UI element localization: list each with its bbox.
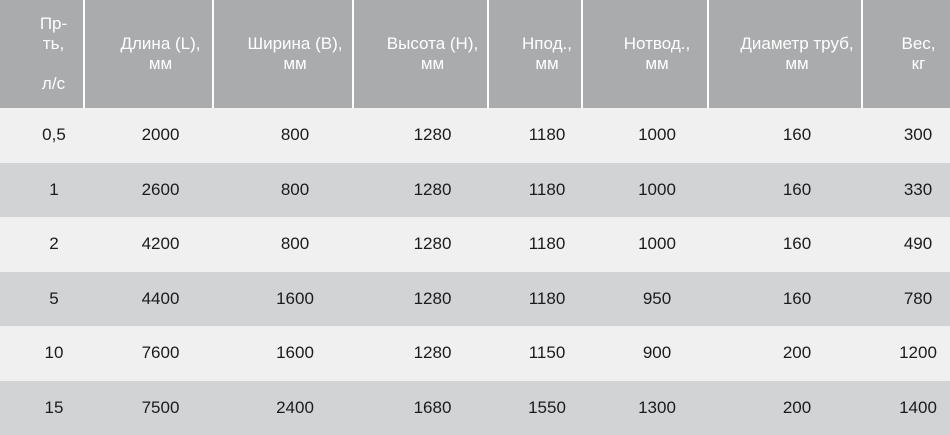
table-cell: 800 <box>280 179 310 199</box>
table-cell: 780 <box>903 288 933 308</box>
table-row: 5 4400 1600 1280 1180 950 160 780 <box>0 271 950 326</box>
table-cell: 1280 <box>413 343 452 363</box>
table-cell: 160 <box>782 179 812 199</box>
table-cell: 800 <box>280 125 310 145</box>
column-header-5: Нотвод., мм <box>581 0 708 108</box>
table-cell: 1180 <box>528 234 566 254</box>
table-cell: 1280 <box>413 288 452 308</box>
table-row: 2 4200 800 1280 1180 1000 160 490 <box>0 217 950 272</box>
table-row: 0,5 2000 800 1280 1180 1000 160 300 <box>0 108 950 163</box>
table-cell: 2600 <box>141 179 180 199</box>
table-cell: 490 <box>903 234 933 254</box>
table-row: 1 2600 800 1280 1180 1000 160 330 <box>0 162 950 217</box>
table-cell: 1680 <box>413 397 452 417</box>
table-cell: 4400 <box>141 288 180 308</box>
table-cell: 1280 <box>413 125 452 145</box>
table-cell: 1300 <box>638 397 676 417</box>
table-cell: 330 <box>903 179 933 199</box>
column-header-6: Диаметр труб, мм <box>707 0 862 108</box>
table-cell: 1180 <box>528 125 566 145</box>
table-cell: 1150 <box>528 343 566 363</box>
table-cell: 4200 <box>141 234 180 254</box>
table-cell: 1550 <box>528 397 566 417</box>
table-row: 15 7500 2400 1680 1550 1300 200 1400 <box>0 380 950 435</box>
table-cell: 1180 <box>528 179 566 199</box>
table-cell: 950 <box>642 288 672 308</box>
table-cell: 1280 <box>413 234 452 254</box>
table-cell: 900 <box>642 343 672 363</box>
table-cell: 2 <box>49 234 59 254</box>
column-header-0: Пр- ть, л/с <box>0 0 84 108</box>
table-cell: 1400 <box>899 397 937 417</box>
table-cell: 200 <box>782 343 812 363</box>
table-cell: 15 <box>44 397 64 417</box>
column-header-2: Ширина (B), мм <box>212 0 353 108</box>
column-header-7: Вес, кг <box>861 0 950 108</box>
table-cell: 1600 <box>276 343 314 363</box>
column-header-3: Высота (H), мм <box>352 0 488 108</box>
table-cell: 1180 <box>528 288 566 308</box>
table-cell: 160 <box>782 234 812 254</box>
table-cell: 1600 <box>276 288 314 308</box>
table-cell: 800 <box>280 234 310 254</box>
table-body: 0,5 2000 800 1280 1180 1000 160 300 1 2600 800 1280… <box>0 108 950 435</box>
table-cell: 1000 <box>638 125 676 145</box>
table-cell: 2000 <box>141 125 180 145</box>
table-cell: 5 <box>49 288 59 308</box>
table-cell: 1280 <box>413 179 452 199</box>
table-cell: 7600 <box>141 343 180 363</box>
table-cell: 1200 <box>899 343 937 363</box>
table-header-row: Пр- ть, л/с Длина (L), мм Ширина (B), мм Вы… <box>0 0 950 108</box>
table-cell: 160 <box>782 288 812 308</box>
table-cell: 1000 <box>638 234 676 254</box>
table-row: 10 7600 1600 1280 1150 900 200 1200 <box>0 326 950 381</box>
table-header: Пр- ть, л/с Длина (L), мм Ширина (B), мм Вы… <box>0 0 950 108</box>
table-cell: 1 <box>49 179 59 199</box>
table-cell: 7500 <box>141 397 180 417</box>
column-header-1: Длина (L), мм <box>83 0 213 108</box>
table-cell: 0,5 <box>42 125 66 145</box>
table-cell: 200 <box>782 397 812 417</box>
table-cell: 10 <box>44 343 64 363</box>
table-cell: 160 <box>782 125 812 145</box>
table-cell: 2400 <box>276 397 314 417</box>
table-cell: 300 <box>903 125 933 145</box>
table-cell: 1000 <box>638 179 676 199</box>
column-header-4: Нпод., мм <box>487 0 582 108</box>
